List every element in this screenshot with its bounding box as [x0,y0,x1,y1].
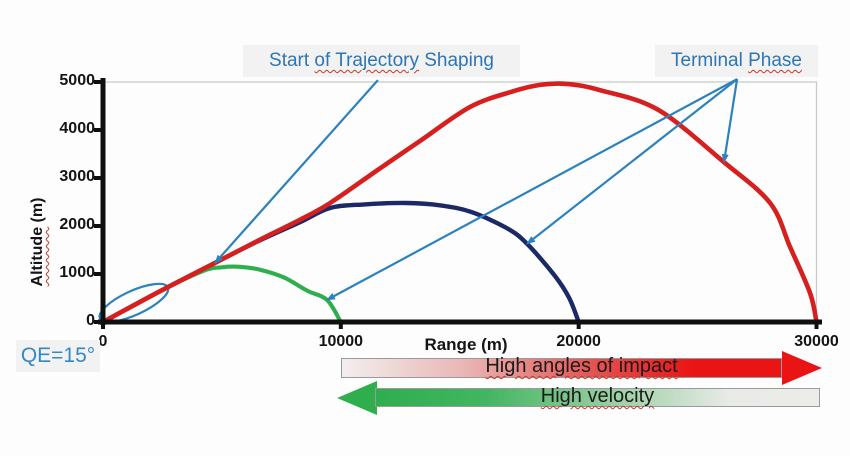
high-angles-of-impact-arrow: High angles of impact [341,351,822,386]
y-tick-mark [94,272,103,276]
y-axis-title-word: Altitude [29,226,46,287]
callout-arrow-start-of-trajectory-shaping [214,79,379,264]
y-tick-mark [94,320,103,324]
impact-arrow-head-icon [782,351,822,385]
qe-angle-label: QE=15° [16,340,100,372]
callout-arrow-terminal-phase [721,78,739,164]
callout-arrow-terminal-phase [526,78,738,245]
velocity-arrow-label: High velocity [540,385,655,407]
velocity-arrow-bar [375,388,820,407]
high-velocity-arrow: High velocity [337,381,820,415]
y-tick-label: 4000 [59,120,95,137]
start-label-text-3: Shaping [418,50,494,71]
start-label-text-1: Start [269,50,315,71]
impact-arrow-label: High angles of impact [485,355,678,377]
x-axis-title: Range (m) [424,335,508,354]
x-tick-mark [814,324,819,329]
y-axis-title-unit: (m) [29,197,46,227]
x-tick-mark [101,324,105,329]
y-tick-label: 5000 [59,72,95,89]
x-tick-label: 0 [98,333,108,350]
terminal-phase-label: Terminal Phase [655,45,818,77]
y-tick-label: 2000 [59,216,95,233]
y-tick-label: 3000 [59,168,95,185]
y-tick-label: 1000 [59,264,95,281]
impact-arrow-bar [341,358,782,378]
y-tick-label: 0 [86,312,95,329]
x-tick-label: 20000 [556,333,601,350]
x-tick-label: 10000 [318,333,364,350]
x-tick-mark [576,324,581,329]
trajectory-curve-range-30000 [100,81,819,325]
plot-border [103,81,818,322]
y-tick-mark [94,224,103,228]
trajectory-curve-range-20000 [100,200,581,325]
x-tick-mark [338,324,343,329]
terminal-label-text-2: Phase [748,50,802,71]
terminal-label-text-1: Terminal [671,50,749,71]
velocity-arrow-head-icon [337,381,377,415]
start-of-trajectory-shaping-label: Start of Trajectory Shaping [243,45,520,77]
x-tick-label: 30000 [794,333,839,350]
start-label-text-2: of Trajectory [314,50,419,71]
callout-arrow-terminal-phase [326,78,738,301]
y-axis-title: Altitude (m) [29,198,47,287]
y-tick-mark [94,176,103,180]
y-tick-mark [94,128,103,132]
y-tick-mark [94,80,103,84]
